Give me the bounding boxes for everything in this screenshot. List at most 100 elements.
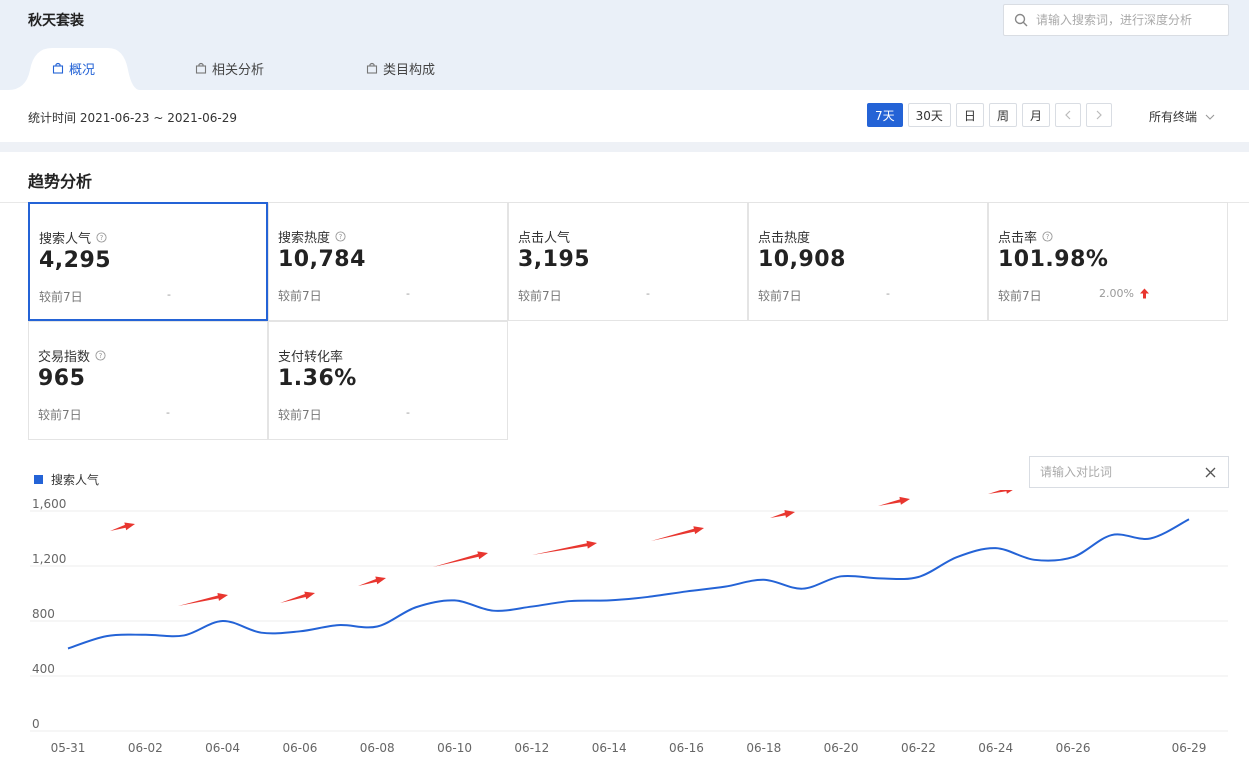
tab-category-composition[interactable]: 类目构成 bbox=[366, 46, 435, 90]
metric-label-row: 交易指数 ? bbox=[38, 346, 106, 365]
x-tick-label: 06-14 bbox=[592, 741, 627, 755]
y-tick-label: 0 bbox=[32, 717, 40, 731]
chevron-down-icon bbox=[1205, 114, 1215, 120]
metric-change: - bbox=[166, 406, 170, 419]
metric-card-click-rate[interactable]: 点击率 ? 101.98% 较前7日 2.00% bbox=[988, 202, 1228, 321]
metric-compare-label: 较前7日 bbox=[38, 408, 82, 422]
terminal-select[interactable]: 所有终端 bbox=[1149, 108, 1215, 125]
annotation-arrow bbox=[988, 490, 1013, 494]
terminal-label: 所有终端 bbox=[1149, 110, 1198, 124]
compare-input[interactable] bbox=[1040, 465, 1200, 479]
filter-bar: 统计时间 2021-06-23 ~ 2021-06-29 7天 30天 日 周 … bbox=[0, 90, 1249, 142]
metric-value: 10,784 bbox=[278, 247, 366, 272]
arrow-up-icon bbox=[1139, 288, 1149, 299]
search-input[interactable] bbox=[1036, 13, 1216, 27]
x-tick-label: 06-29 bbox=[1172, 741, 1207, 755]
chart-legend[interactable]: 搜索人气 bbox=[34, 471, 99, 488]
help-icon[interactable]: ? bbox=[1042, 231, 1053, 242]
bag-icon bbox=[366, 62, 378, 74]
metric-value: 1.36% bbox=[278, 366, 357, 391]
bag-icon bbox=[195, 62, 207, 74]
metric-compare-label: 较前7日 bbox=[758, 289, 802, 303]
compare-box[interactable] bbox=[1029, 456, 1229, 488]
annotation-arrow bbox=[770, 510, 795, 518]
y-tick-label: 1,200 bbox=[32, 552, 66, 566]
annotation-arrow bbox=[178, 593, 228, 606]
x-tick-label: 06-18 bbox=[746, 741, 781, 755]
tab-label: 相关分析 bbox=[212, 62, 265, 78]
chevron-left-icon bbox=[1065, 110, 1071, 120]
metric-value: 965 bbox=[38, 366, 86, 391]
metric-value: 101.98% bbox=[998, 247, 1109, 272]
next-period-button[interactable] bbox=[1085, 103, 1112, 127]
metric-label-row: 点击人气 bbox=[518, 227, 570, 246]
metric-change-row: 2.00% bbox=[1099, 287, 1150, 300]
annotation-arrow bbox=[280, 591, 315, 603]
x-tick-label: 06-08 bbox=[360, 741, 395, 755]
section-divider bbox=[0, 142, 1249, 152]
tab-related-analysis[interactable]: 相关分析 bbox=[195, 46, 264, 90]
metric-change: 2.00% bbox=[1099, 287, 1134, 300]
y-tick-label: 1,600 bbox=[32, 497, 66, 511]
period-day-button[interactable]: 日 bbox=[955, 103, 984, 127]
svg-text:?: ? bbox=[339, 233, 343, 241]
section-title: 趋势分析 bbox=[28, 172, 93, 191]
metric-change: - bbox=[167, 288, 171, 301]
x-tick-label: 05-31 bbox=[51, 741, 86, 755]
bag-icon bbox=[52, 62, 64, 74]
help-icon[interactable]: ? bbox=[335, 231, 346, 242]
metric-label: 点击热度 bbox=[758, 231, 811, 246]
svg-text:?: ? bbox=[99, 352, 103, 360]
metric-card-search-popularity[interactable]: 搜索人气 ? 4,295 较前7日 - bbox=[28, 202, 268, 321]
annotation-arrow bbox=[110, 522, 135, 531]
metric-card-trade-index[interactable]: 交易指数 ? 965 较前7日 - bbox=[28, 321, 268, 440]
x-tick-label: 06-02 bbox=[128, 741, 163, 755]
help-icon[interactable]: ? bbox=[96, 232, 107, 243]
x-tick-label: 06-20 bbox=[824, 741, 859, 755]
metric-value: 10,908 bbox=[758, 247, 846, 272]
metric-compare-label: 较前7日 bbox=[278, 408, 322, 422]
period-30d-button[interactable]: 30天 bbox=[907, 103, 951, 127]
tab-overview[interactable]: 概况 bbox=[52, 46, 95, 90]
help-icon[interactable]: ? bbox=[95, 350, 106, 361]
period-month-button[interactable]: 月 bbox=[1021, 103, 1050, 127]
metric-card-click-heat[interactable]: 点击热度 10,908 较前7日 - bbox=[748, 202, 988, 321]
search-box[interactable] bbox=[1003, 4, 1229, 36]
metric-label-row: 搜索热度 ? bbox=[278, 227, 346, 246]
close-icon[interactable] bbox=[1205, 467, 1216, 478]
metric-label: 搜索热度 bbox=[278, 231, 331, 246]
x-tick-label: 06-10 bbox=[437, 741, 472, 755]
x-tick-label: 06-26 bbox=[1056, 741, 1091, 755]
metric-change: - bbox=[406, 287, 410, 300]
search-icon bbox=[1014, 13, 1028, 27]
annotation-arrow bbox=[878, 496, 910, 506]
metric-label: 点击率 bbox=[998, 231, 1038, 246]
metric-compare-label: 较前7日 bbox=[518, 289, 562, 303]
metric-compare-label: 较前7日 bbox=[278, 289, 322, 303]
x-tick-label: 06-16 bbox=[669, 741, 704, 755]
x-tick-label: 06-22 bbox=[901, 741, 936, 755]
y-tick-label: 800 bbox=[32, 607, 55, 621]
annotation-arrow bbox=[651, 526, 704, 541]
trend-chart: 0 400 800 1,200 1,600 05-31 06-02 06-04 06-06 06-… bbox=[30, 490, 1228, 755]
period-week-button[interactable]: 周 bbox=[988, 103, 1017, 127]
metric-value: 3,195 bbox=[518, 247, 591, 272]
metric-label-row: 点击率 ? bbox=[998, 227, 1053, 246]
page-title: 秋天套装 bbox=[28, 13, 84, 29]
period-7d-button[interactable]: 7天 bbox=[867, 103, 903, 127]
svg-text:?: ? bbox=[1046, 233, 1050, 241]
metric-change: - bbox=[886, 287, 890, 300]
y-tick-label: 400 bbox=[32, 662, 55, 676]
metric-card-search-heat[interactable]: 搜索热度 ? 10,784 较前7日 - bbox=[268, 202, 508, 321]
tab-label: 类目构成 bbox=[383, 62, 436, 78]
metric-change: - bbox=[406, 406, 410, 419]
metric-card-click-popularity[interactable]: 点击人气 3,195 较前7日 - bbox=[508, 202, 748, 321]
metric-card-pay-conversion[interactable]: 支付转化率 1.36% 较前7日 - bbox=[268, 321, 508, 440]
x-tick-label: 06-24 bbox=[978, 741, 1013, 755]
metric-label: 支付转化率 bbox=[278, 350, 344, 365]
metric-compare-label: 较前7日 bbox=[998, 289, 1042, 303]
series-line-search-popularity bbox=[67, 518, 1190, 650]
metric-label: 交易指数 bbox=[38, 350, 91, 365]
metric-label-row: 点击热度 bbox=[758, 227, 810, 246]
prev-period-button[interactable] bbox=[1054, 103, 1081, 127]
